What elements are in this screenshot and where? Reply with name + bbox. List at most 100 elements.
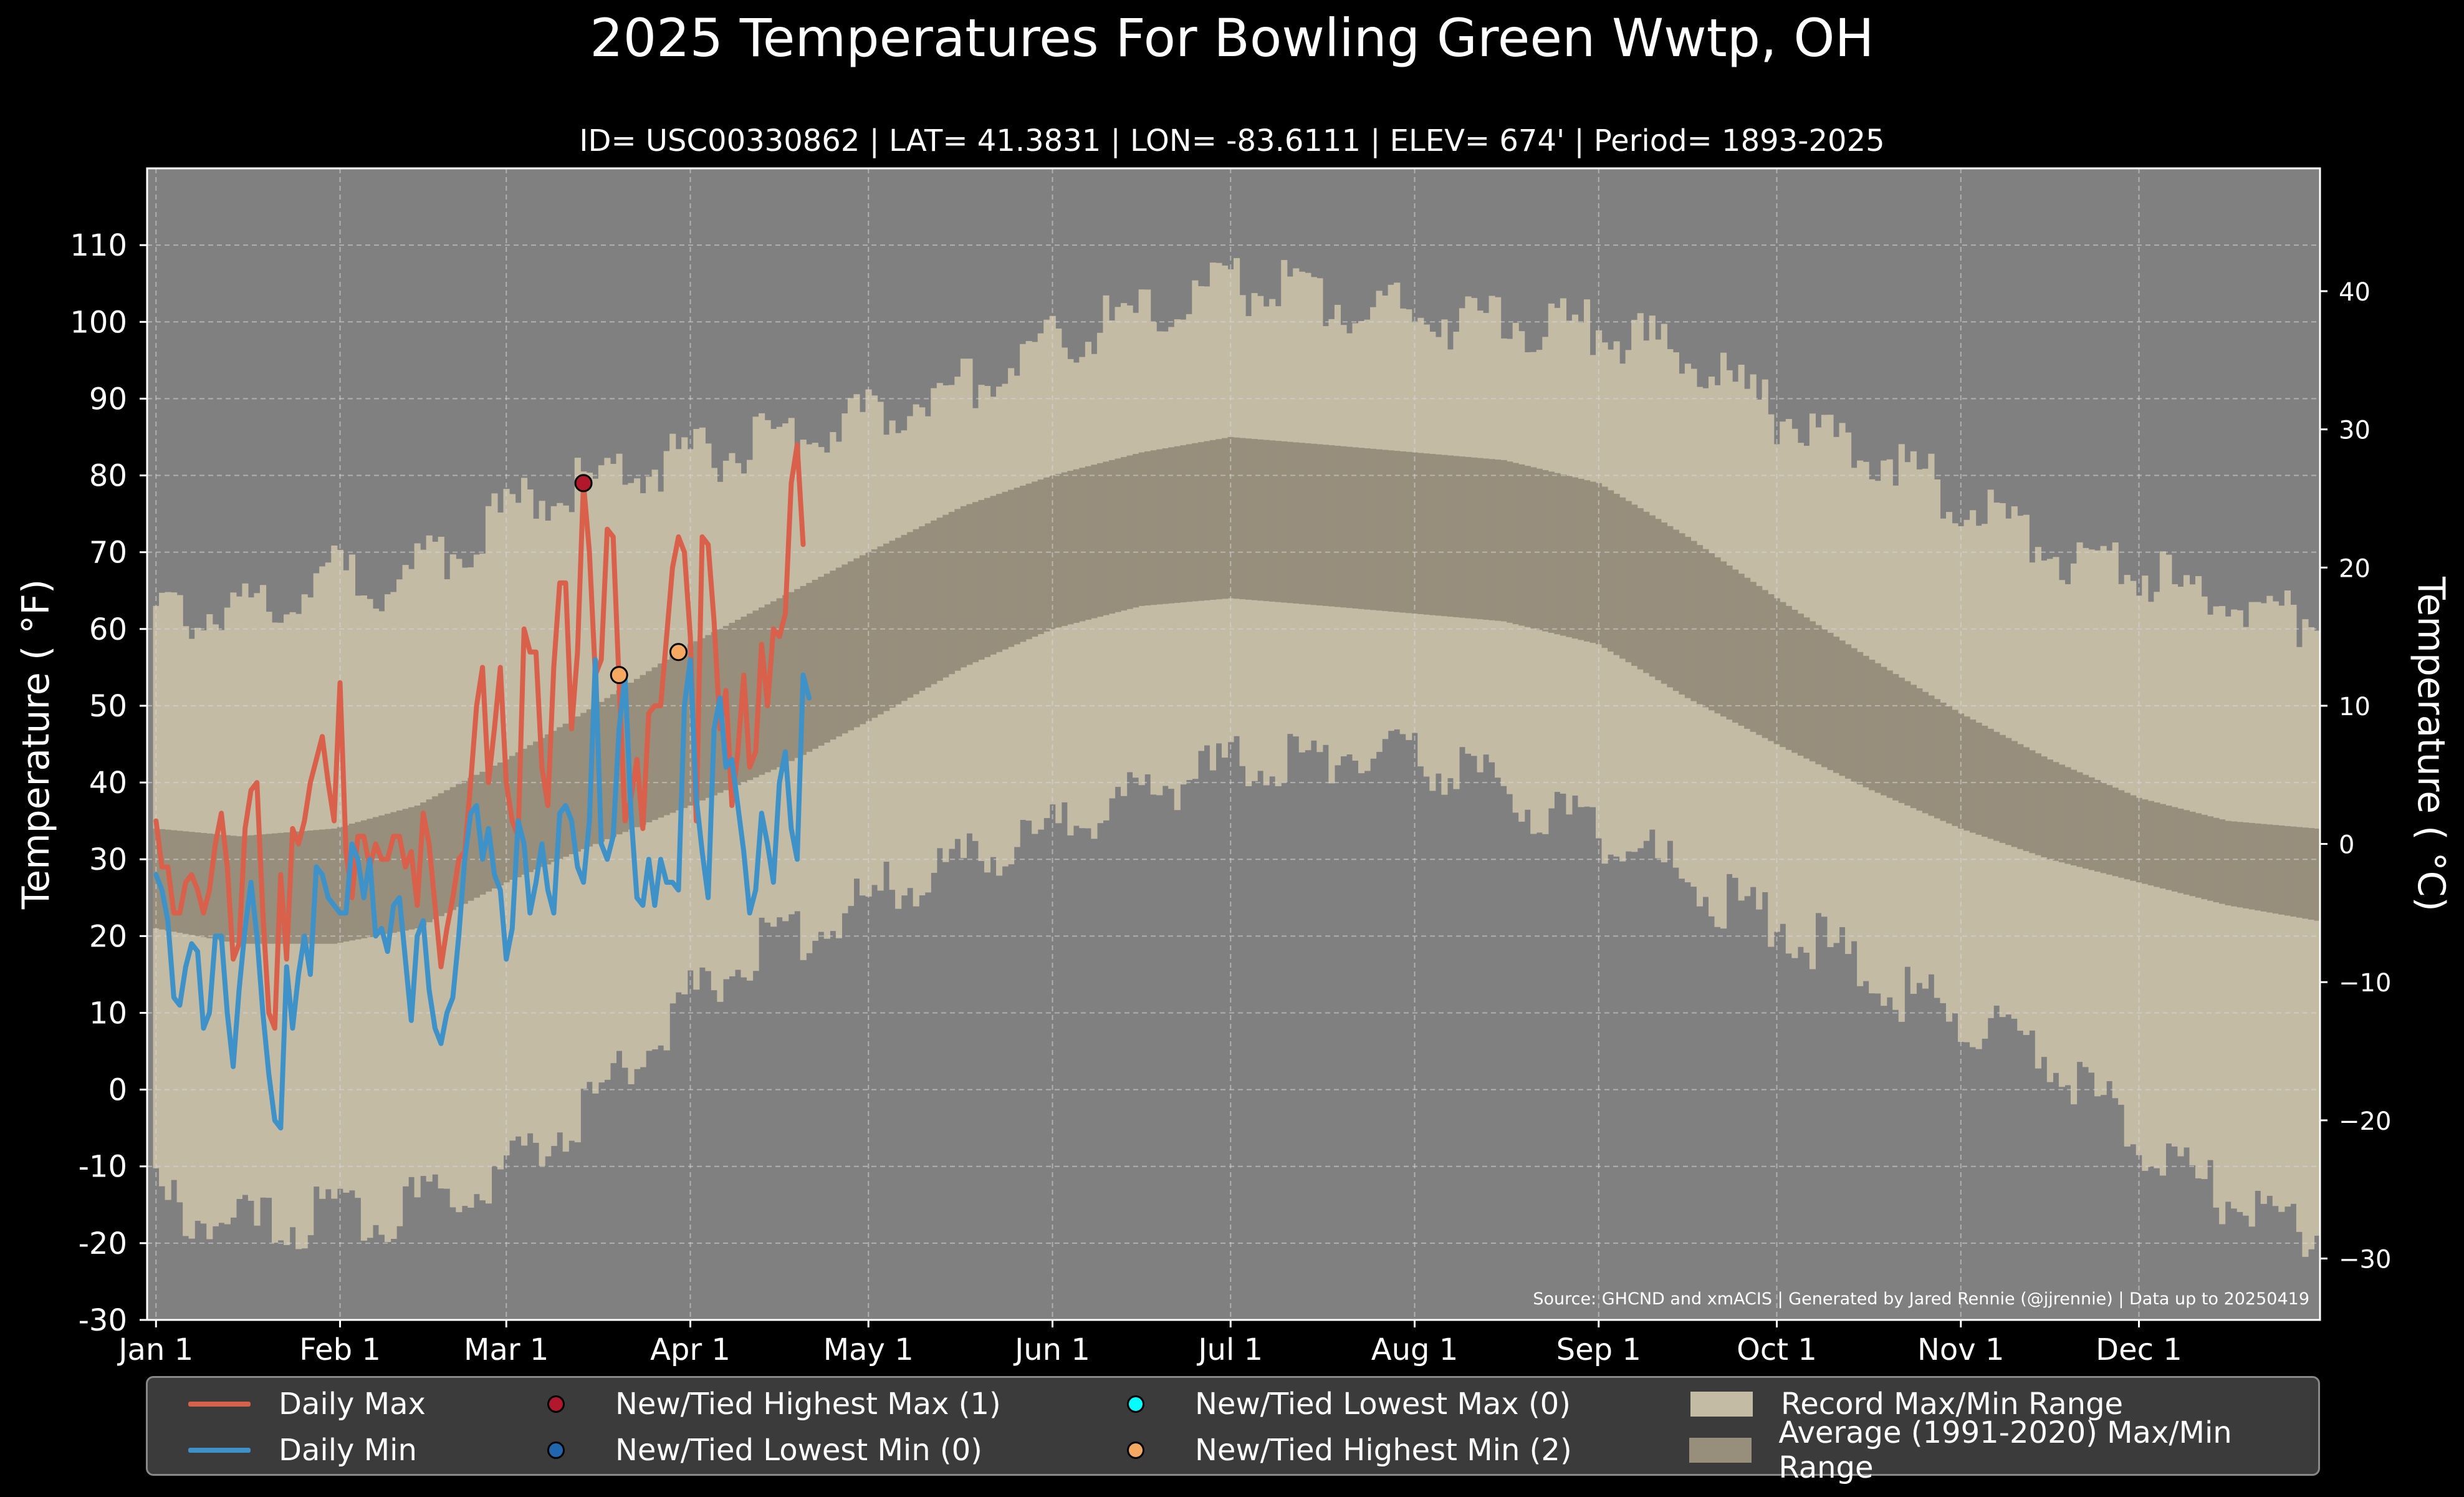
- normal-range-bar: [390, 812, 397, 933]
- x-tick-label: Oct 1: [1737, 1332, 1817, 1367]
- normal-range-bar: [1518, 464, 1525, 626]
- normal-range-bar: [473, 774, 480, 898]
- normal-range-bar: [1583, 480, 1591, 642]
- normal-range-bar: [1197, 442, 1204, 601]
- normal-range-bar: [1186, 444, 1192, 602]
- normal-range-bar: [2272, 825, 2279, 914]
- normal-range-bar: [1322, 445, 1329, 606]
- y-tick-label: 90: [89, 382, 127, 416]
- normal-range-bar: [1548, 471, 1555, 633]
- legend-item: New/Tied Highest Min (2): [1101, 1432, 1572, 1469]
- normal-range-bar: [936, 517, 943, 681]
- normal-range-bar: [2041, 756, 2048, 857]
- normal-range-bar: [1881, 667, 1887, 796]
- normal-range-bar: [1126, 455, 1133, 609]
- normal-range-bar: [1904, 681, 1911, 806]
- normal-range-bar: [1281, 441, 1288, 603]
- normal-range-bar: [319, 829, 326, 944]
- normal-range-bar: [1382, 450, 1389, 612]
- y-tick-label: -20: [79, 1226, 127, 1261]
- normal-range-bar: [1679, 533, 1685, 695]
- normal-range-bar: [865, 552, 872, 721]
- normal-range-bar: [931, 520, 937, 685]
- normal-range-bar: [1542, 470, 1549, 632]
- normal-range-bar: [2219, 819, 2226, 904]
- normal-range-bar: [1096, 463, 1104, 617]
- normal-range-bar: [2076, 772, 2083, 867]
- normal-range-bar: [1566, 476, 1573, 637]
- normal-range-bar: [1874, 663, 1881, 793]
- y2-tick-label: 10: [2339, 693, 2371, 721]
- normal-range-bar: [1447, 455, 1454, 617]
- normal-range-bar: [503, 759, 510, 883]
- normal-range-bar: [1020, 485, 1027, 642]
- normal-range-bar: [871, 549, 878, 718]
- normal-range-bar: [159, 829, 166, 930]
- normal-range-bar: [1174, 446, 1181, 603]
- normal-range-bar: [272, 833, 279, 944]
- normal-range-bar: [628, 682, 635, 830]
- normal-range-bar: [1275, 441, 1282, 602]
- normal-range-bar: [2011, 741, 2018, 847]
- normal-range-bar: [1655, 519, 1662, 680]
- normal-range-bar: [1952, 710, 1958, 826]
- normal-range-bar: [2088, 777, 2095, 870]
- normal-range-bar: [2266, 824, 2273, 913]
- y2-tick-label: 30: [2339, 416, 2371, 445]
- normal-range-bar: [1162, 448, 1169, 604]
- normal-range-bar: [1738, 574, 1745, 726]
- normal-range-bar: [2296, 827, 2303, 918]
- normal-range-bar: [1524, 466, 1531, 627]
- normal-range-bar: [1797, 614, 1804, 756]
- record-marker: [574, 474, 593, 493]
- y-tick-label: 20: [89, 919, 127, 954]
- normal-range-bar: [1103, 461, 1110, 615]
- y-tick-label: -30: [79, 1303, 127, 1338]
- normal-range-bar: [823, 574, 830, 743]
- x-tick-label: Jul 1: [1196, 1332, 1263, 1367]
- y2-tick-label: −30: [2339, 1245, 2391, 1274]
- record-range-bar: [2302, 619, 2309, 1257]
- normal-range-bar: [557, 727, 563, 860]
- normal-range-bar: [651, 667, 658, 821]
- chart-title: 2025 Temperatures For Bowling Green Wwtp…: [590, 7, 1874, 69]
- normal-range-bar: [2171, 807, 2179, 892]
- record-range-bar: [2308, 627, 2315, 1249]
- normal-range-bar: [1756, 585, 1763, 735]
- normal-range-bar: [954, 509, 961, 671]
- normal-range-bar: [372, 817, 380, 936]
- normal-range-bar: [491, 765, 498, 888]
- normal-range-bar: [218, 834, 225, 941]
- normal-range-bar: [1002, 491, 1009, 650]
- normal-range-bar: [835, 567, 842, 737]
- normal-range-bar: [1839, 640, 1846, 776]
- normal-range-bar: [2213, 817, 2220, 903]
- normal-range-bar: [1862, 655, 1869, 787]
- normal-range-bar: [1204, 441, 1210, 600]
- normal-range-bar: [1192, 443, 1199, 602]
- normal-range-bar: [1631, 504, 1638, 666]
- normal-range-bar: [242, 835, 249, 944]
- normal-range-bar: [978, 499, 985, 660]
- normal-range-bar: [1714, 557, 1721, 714]
- normal-range-bar: [841, 564, 848, 734]
- normal-range-bar: [188, 832, 195, 935]
- y-tick-label: 50: [89, 689, 127, 724]
- normal-range-bar: [1613, 494, 1620, 655]
- plot-frame: [146, 167, 2321, 1321]
- normal-range-bar: [788, 592, 795, 761]
- normal-range-bar: [1239, 438, 1246, 600]
- normal-range-bar: [2195, 813, 2202, 898]
- normal-range-bar: [1619, 497, 1626, 659]
- normal-range-bar: [1310, 443, 1317, 605]
- normal-range-bar: [1411, 452, 1418, 614]
- normal-range-bar: [960, 506, 967, 668]
- normal-range-bar: [924, 523, 931, 688]
- normal-range-bar: [1916, 688, 1923, 811]
- normal-range-bar: [438, 793, 444, 917]
- legend-label: New/Tied Lowest Min (0): [615, 1433, 982, 1468]
- normal-range-bar: [497, 763, 504, 886]
- x-tick-label: Dec 1: [2096, 1332, 2182, 1367]
- normal-range-bar: [289, 832, 296, 944]
